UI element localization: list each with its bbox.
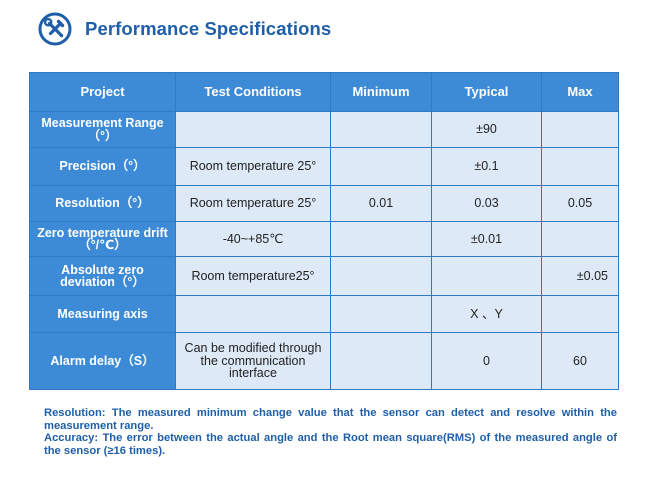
typical-cell: ±90 — [431, 111, 542, 148]
minimum-cell — [330, 147, 432, 186]
column-header-typical: Typical — [431, 72, 542, 112]
max-cell — [541, 295, 619, 333]
conditions-cell: Room temperature25° — [175, 256, 331, 296]
typical-cell — [431, 256, 542, 296]
column-header-test-conditions: Test Conditions — [175, 72, 331, 112]
table-row: Zero temperature drift（°/℃） -40~+85℃ ±0.… — [29, 221, 619, 257]
max-cell: 0.05 — [541, 185, 619, 222]
project-cell: Measurement Range（°） — [29, 111, 176, 148]
project-cell: Resolution（°） — [29, 185, 176, 222]
table-row: Resolution（°） Room temperature 25° 0.01 … — [29, 185, 619, 222]
table-row: Absolute zero deviation（°） Room temperat… — [29, 256, 619, 296]
section-header: Performance Specifications — [38, 10, 331, 48]
column-header-project: Project — [29, 72, 176, 112]
project-cell: Precision（°） — [29, 147, 176, 186]
conditions-cell: Room temperature 25° — [175, 147, 331, 186]
typical-cell: 0.03 — [431, 185, 542, 222]
table-row: Measuring axis X 、Y — [29, 295, 619, 333]
typical-cell: ±0.01 — [431, 221, 542, 257]
conditions-cell: Room temperature 25° — [175, 185, 331, 222]
max-cell — [541, 147, 619, 186]
max-cell — [541, 221, 619, 257]
max-cell: 60 — [541, 332, 619, 390]
column-header-max: Max — [541, 72, 619, 112]
conditions-cell: Can be modified through the communicatio… — [175, 332, 331, 390]
typical-cell: 0 — [431, 332, 542, 390]
table-row: Precision（°） Room temperature 25° ±0.1 — [29, 147, 619, 186]
footnotes: Resolution: The measured minimum change … — [44, 407, 617, 458]
minimum-cell — [330, 256, 432, 296]
resolution-note: Resolution: The measured minimum change … — [44, 407, 617, 432]
table-header-row: Project Test Conditions Minimum Typical … — [29, 72, 619, 112]
table-row: Alarm delay（S） Can be modified through t… — [29, 332, 619, 390]
max-cell: ±0.05 — [541, 256, 619, 296]
minimum-cell — [330, 295, 432, 333]
page-title: Performance Specifications — [85, 18, 332, 39]
minimum-cell — [330, 221, 432, 257]
conditions-cell — [175, 111, 331, 148]
project-cell: Measuring axis — [29, 295, 176, 333]
accuracy-note: Accuracy: The error between the actual a… — [44, 432, 617, 458]
project-cell: Alarm delay（S） — [29, 332, 176, 390]
minimum-cell — [330, 332, 432, 390]
table-row: Measurement Range（°） ±90 — [29, 111, 619, 148]
project-cell: Zero temperature drift（°/℃） — [29, 221, 176, 257]
project-cell: Absolute zero deviation（°） — [29, 256, 176, 296]
tools-icon — [38, 12, 72, 46]
conditions-cell: -40~+85℃ — [175, 221, 331, 257]
specifications-table: Project Test Conditions Minimum Typical … — [29, 72, 619, 390]
column-header-minimum: Minimum — [330, 72, 432, 112]
max-cell — [541, 111, 619, 148]
typical-cell: X 、Y — [431, 295, 542, 333]
minimum-cell — [330, 111, 432, 148]
conditions-cell — [175, 295, 331, 333]
minimum-cell: 0.01 — [330, 185, 432, 222]
typical-cell: ±0.1 — [431, 147, 542, 186]
